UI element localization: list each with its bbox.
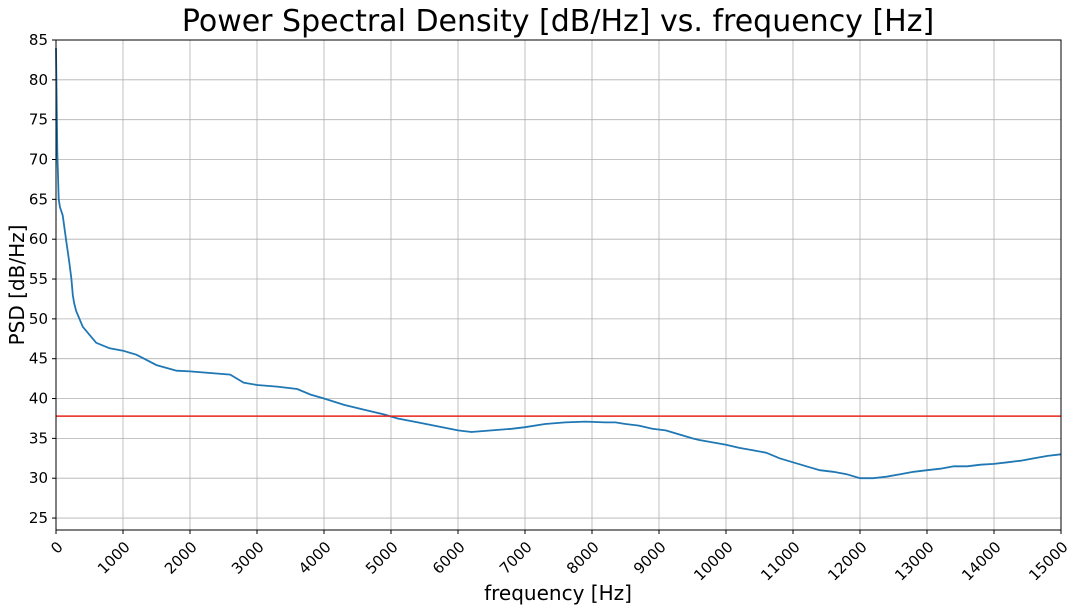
y-tick-label: 80 — [29, 71, 48, 89]
x-tick-label: 8000 — [563, 538, 603, 578]
x-tick-label: 11000 — [757, 538, 803, 584]
y-tick-label: 60 — [29, 230, 48, 248]
x-tick-label: 4000 — [295, 538, 335, 578]
x-tick-label: 0 — [47, 538, 66, 557]
y-tick-label: 30 — [29, 469, 48, 487]
y-axis-label: PSD [dB/Hz] — [5, 225, 29, 346]
y-tick-label: 40 — [29, 390, 48, 408]
y-tick-label: 50 — [29, 310, 48, 328]
x-tick-label: 10000 — [690, 538, 736, 584]
x-tick-label: 14000 — [958, 538, 1004, 584]
x-tick-label: 12000 — [824, 538, 870, 584]
y-tick-label: 25 — [29, 509, 48, 527]
plot-frame — [55, 39, 1062, 531]
x-tick-label: 2000 — [161, 538, 201, 578]
x-tick-label: 6000 — [429, 538, 469, 578]
x-tick-label: 7000 — [496, 538, 536, 578]
x-tick-label: 1000 — [94, 538, 134, 578]
y-tick-label: 75 — [29, 111, 48, 129]
grid — [55, 39, 1062, 530]
x-tick-label: 15000 — [1025, 538, 1071, 584]
x-tick-label: 5000 — [362, 538, 402, 578]
x-tick-label: 13000 — [891, 538, 937, 584]
x-tick-label: 3000 — [228, 538, 268, 578]
y-tick-label: 70 — [29, 151, 48, 169]
x-tick-label: 9000 — [630, 538, 670, 578]
y-tick-label: 55 — [29, 270, 48, 288]
chart-title: Power Spectral Density [dB/Hz] vs. frequ… — [182, 4, 934, 39]
y-axis-ticks: 25 30 35 40 45 50 55 60 65 70 75 80 85 — [29, 31, 56, 527]
x-axis-label: frequency [Hz] — [484, 581, 632, 605]
y-tick-label: 65 — [29, 190, 48, 208]
y-tick-label: 35 — [29, 429, 48, 447]
plot-area — [55, 47, 1062, 480]
psd-series-line — [55, 47, 1062, 480]
y-tick-label: 85 — [29, 31, 48, 49]
y-tick-label: 45 — [29, 350, 48, 368]
x-axis-ticks: 0 1000 2000 3000 4000 5000 6000 7000 8000 9000 100… — [47, 530, 1072, 584]
